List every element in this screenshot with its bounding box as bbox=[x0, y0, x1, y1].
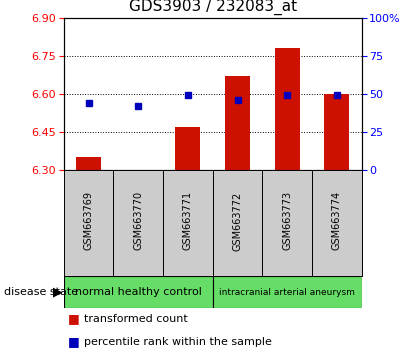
Bar bbox=[64, 276, 213, 308]
Bar bbox=[113, 170, 163, 276]
Bar bbox=[225, 76, 250, 170]
Text: disease state: disease state bbox=[4, 287, 78, 297]
Bar bbox=[324, 94, 349, 170]
Text: GSM663772: GSM663772 bbox=[233, 191, 242, 251]
Bar bbox=[275, 48, 300, 170]
Text: GSM663770: GSM663770 bbox=[133, 191, 143, 251]
Text: transformed count: transformed count bbox=[84, 314, 188, 324]
Bar bbox=[175, 127, 200, 170]
Bar bbox=[312, 170, 362, 276]
Text: GSM663771: GSM663771 bbox=[183, 191, 193, 251]
Text: ■: ■ bbox=[68, 335, 80, 348]
Bar bbox=[76, 157, 101, 170]
Text: GSM663773: GSM663773 bbox=[282, 191, 292, 251]
Text: GSM663769: GSM663769 bbox=[83, 192, 94, 250]
Bar bbox=[213, 276, 362, 308]
Bar bbox=[213, 170, 262, 276]
Text: ■: ■ bbox=[68, 312, 80, 325]
Bar bbox=[262, 170, 312, 276]
Text: ▶: ▶ bbox=[53, 286, 63, 298]
Bar bbox=[163, 170, 213, 276]
Text: normal healthy control: normal healthy control bbox=[75, 287, 202, 297]
Text: GSM663774: GSM663774 bbox=[332, 191, 342, 251]
Bar bbox=[64, 170, 113, 276]
Text: intracranial arterial aneurysm: intracranial arterial aneurysm bbox=[219, 287, 355, 297]
Text: percentile rank within the sample: percentile rank within the sample bbox=[84, 337, 272, 347]
Title: GDS3903 / 232083_at: GDS3903 / 232083_at bbox=[129, 0, 297, 15]
